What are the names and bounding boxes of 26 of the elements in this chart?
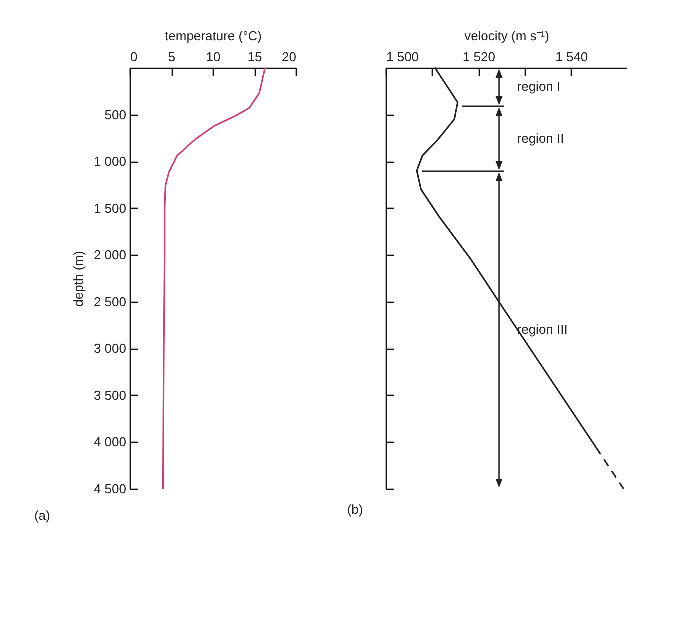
y-tick-label: 500 bbox=[104, 107, 126, 122]
y-tick-label: 1 000 bbox=[94, 154, 126, 170]
annotation: region I bbox=[517, 79, 561, 94]
text: (a) bbox=[34, 508, 50, 523]
x-tick-label: 20 bbox=[282, 50, 296, 64]
y-tick-label: 4 000 bbox=[94, 434, 126, 450]
x-tick-label: 5 bbox=[168, 50, 176, 64]
y-tick-label: 2 500 bbox=[94, 294, 126, 310]
x-tick-label: 0 bbox=[130, 50, 138, 64]
y-tick-label: 1 500 bbox=[94, 200, 126, 216]
y-tick-label: 2 000 bbox=[94, 248, 126, 263]
x-tick-label: 10 bbox=[206, 50, 221, 64]
x-tick-label: 1 500 bbox=[386, 50, 420, 64]
x-tick-label: 1 540 bbox=[556, 50, 588, 64]
text: (b) bbox=[347, 502, 364, 517]
annotation: region II bbox=[517, 130, 564, 146]
y-axis-title: depth (m) bbox=[70, 251, 86, 307]
line-series bbox=[162, 67, 266, 490]
y-tick-label: 3 500 bbox=[94, 388, 126, 403]
x-tick-label: 1 520 bbox=[462, 50, 496, 64]
y-tick-label: 3 000 bbox=[94, 341, 126, 356]
annotation: region III bbox=[517, 322, 568, 338]
x-tick-label: 15 bbox=[248, 50, 262, 64]
x-axis-title: velocity (m s⁻¹) bbox=[464, 28, 550, 44]
x-axis-title: temperature (°C) bbox=[165, 28, 262, 44]
y-tick-label: 4 500 bbox=[94, 482, 126, 496]
